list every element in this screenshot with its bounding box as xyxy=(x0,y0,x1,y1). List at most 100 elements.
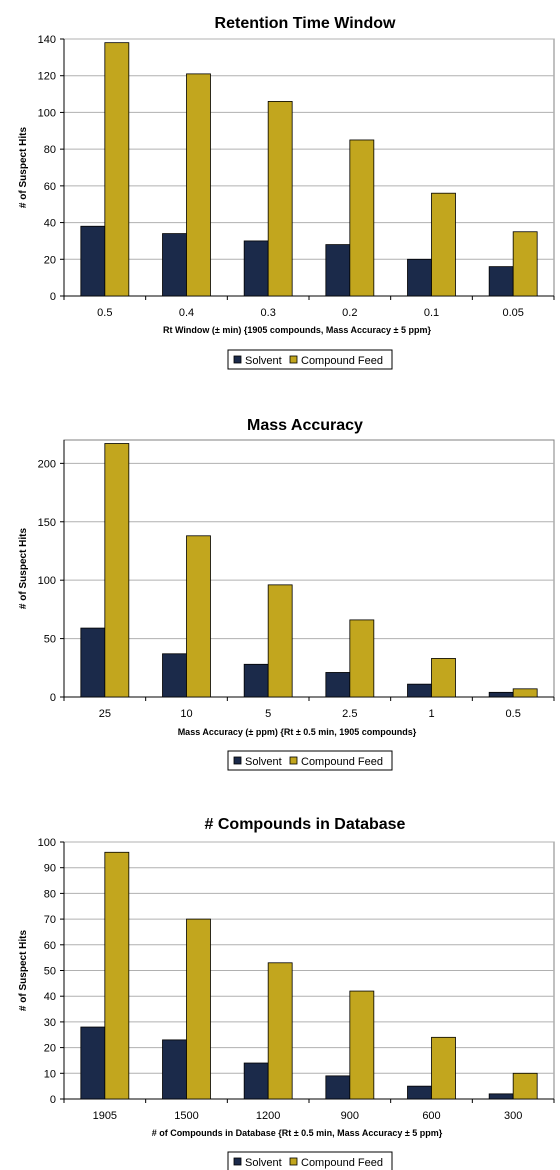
x-axis-label: Mass Accuracy (± ppm) {Rt ± 0.5 min, 190… xyxy=(178,727,417,737)
chart-title: Retention Time Window xyxy=(215,15,396,32)
bar-compound-feed xyxy=(186,918,211,1100)
bar-compound-feed xyxy=(349,139,375,297)
y-tick-label: 60 xyxy=(44,940,56,952)
bar-solvent xyxy=(407,258,432,297)
bar-solvent xyxy=(325,1075,351,1100)
x-tick-label: 2.5 xyxy=(342,708,357,720)
y-tick-label: 20 xyxy=(44,1043,56,1055)
plot-area xyxy=(63,38,555,297)
y-axis-label: # of Suspect Hits xyxy=(18,528,29,610)
x-tick-label: 1500 xyxy=(174,1110,198,1122)
legend-swatch xyxy=(289,355,298,364)
legend-swatch xyxy=(289,1157,298,1166)
bar-compound-feed xyxy=(267,584,293,698)
chart-title: Mass Accuracy xyxy=(247,417,363,434)
legend-label: Solvent xyxy=(245,756,282,768)
legend-box xyxy=(227,349,393,370)
bar-compound-feed xyxy=(431,192,456,297)
bar-solvent xyxy=(162,1039,187,1100)
bar-solvent xyxy=(488,266,514,297)
bar-compound-feed xyxy=(431,1036,456,1100)
bar-compound-feed xyxy=(512,688,538,698)
x-tick-label: 0.05 xyxy=(502,307,523,319)
y-tick-label: 140 xyxy=(38,34,56,46)
y-tick-label: 40 xyxy=(44,218,56,230)
bar-solvent xyxy=(243,663,269,698)
bar-compound-feed xyxy=(104,42,130,297)
x-tick-label: 1905 xyxy=(93,1110,117,1122)
legend: Solvent Compound Feed xyxy=(227,1151,393,1170)
legend-box xyxy=(227,750,393,771)
bar-solvent xyxy=(407,683,432,698)
bar-solvent xyxy=(80,1026,106,1100)
legend-label: Compound Feed xyxy=(301,355,383,367)
x-tick-label: 10 xyxy=(180,708,192,720)
bar-solvent xyxy=(488,691,514,698)
x-axis-label: Rt Window (± min) {1905 compounds, Mass … xyxy=(163,325,432,335)
y-tick-label: 70 xyxy=(44,914,56,926)
plot-area xyxy=(63,439,555,698)
bar-compound-feed xyxy=(104,851,130,1100)
legend-label: Compound Feed xyxy=(301,756,383,768)
legend: Solvent Compound Feed xyxy=(227,750,393,771)
bar-solvent xyxy=(325,672,351,698)
y-tick-label: 0 xyxy=(50,291,56,303)
chart-1: Retention Time Window 0 20 40 60 80 100 120 140 #… xyxy=(18,15,555,370)
legend-label: Solvent xyxy=(245,355,282,367)
bar-solvent xyxy=(488,1093,514,1100)
legend-swatch xyxy=(233,756,242,765)
y-tick-label: 50 xyxy=(44,634,56,646)
chart-3: # Compounds in Database 0 10 20 30 40 50 60 70 80… xyxy=(18,816,555,1170)
legend-swatch xyxy=(233,1157,242,1166)
x-tick-label: 0.5 xyxy=(506,708,521,720)
bar-compound-feed xyxy=(349,990,375,1100)
x-axis-label: # of Compounds in Database {Rt ± 0.5 min… xyxy=(152,1128,443,1138)
y-tick-label: 0 xyxy=(50,1094,56,1106)
chart-2: Mass Accuracy 0 50 100 150 200 # of Suspect Hi… xyxy=(18,417,555,771)
legend-swatch xyxy=(233,355,242,364)
y-tick-label: 200 xyxy=(38,458,56,470)
bar-solvent xyxy=(162,653,187,698)
chart-title: # Compounds in Database xyxy=(205,816,406,833)
y-tick-label: 120 xyxy=(38,71,56,83)
bar-compound-feed xyxy=(512,231,538,297)
y-tick-label: 20 xyxy=(44,254,56,266)
x-tick-label: 5 xyxy=(265,708,271,720)
legend-label: Solvent xyxy=(245,1157,282,1169)
bar-solvent xyxy=(407,1085,432,1100)
x-tick-label: 600 xyxy=(422,1110,440,1122)
x-tick-label: 900 xyxy=(341,1110,359,1122)
y-tick-label: 80 xyxy=(44,888,56,900)
legend-label: Compound Feed xyxy=(301,1157,383,1169)
x-tick-label: 25 xyxy=(99,708,111,720)
bar-solvent xyxy=(243,240,269,297)
x-tick-label: 0.5 xyxy=(97,307,112,319)
bar-compound-feed xyxy=(267,101,293,297)
y-tick-label: 0 xyxy=(50,692,56,704)
x-tick-label: 0.3 xyxy=(261,307,276,319)
legend: Solvent Compound Feed xyxy=(227,349,393,370)
bar-solvent xyxy=(80,225,106,297)
legend-box xyxy=(227,1151,393,1170)
x-tick-label: 1200 xyxy=(256,1110,280,1122)
bar-solvent xyxy=(325,244,351,297)
y-tick-label: 150 xyxy=(38,517,56,529)
y-tick-label: 60 xyxy=(44,181,56,193)
y-tick-label: 100 xyxy=(38,107,56,119)
bar-compound-feed xyxy=(431,658,456,698)
bar-compound-feed xyxy=(186,73,211,297)
bar-compound-feed xyxy=(267,962,293,1100)
y-tick-label: 100 xyxy=(38,575,56,587)
bar-compound-feed xyxy=(186,535,211,698)
y-axis-label: # of Suspect Hits xyxy=(18,930,29,1012)
x-tick-label: 0.4 xyxy=(179,307,194,319)
y-tick-label: 80 xyxy=(44,144,56,156)
y-tick-label: 10 xyxy=(44,1068,56,1080)
y-tick-label: 50 xyxy=(44,966,56,978)
x-tick-label: 1 xyxy=(428,708,434,720)
bar-solvent xyxy=(80,627,106,698)
bar-solvent xyxy=(162,233,187,297)
legend-swatch xyxy=(289,756,298,765)
x-tick-label: 0.1 xyxy=(424,307,439,319)
